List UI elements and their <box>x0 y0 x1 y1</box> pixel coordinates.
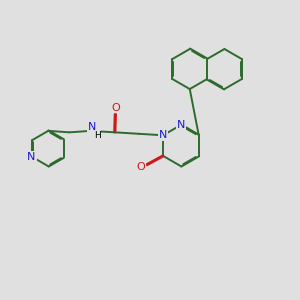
Text: O: O <box>111 103 120 112</box>
Text: N: N <box>159 130 167 140</box>
Text: H: H <box>94 131 100 140</box>
Text: N: N <box>177 120 185 130</box>
Text: N: N <box>27 152 36 162</box>
Text: N: N <box>88 122 96 132</box>
Text: O: O <box>136 162 145 172</box>
